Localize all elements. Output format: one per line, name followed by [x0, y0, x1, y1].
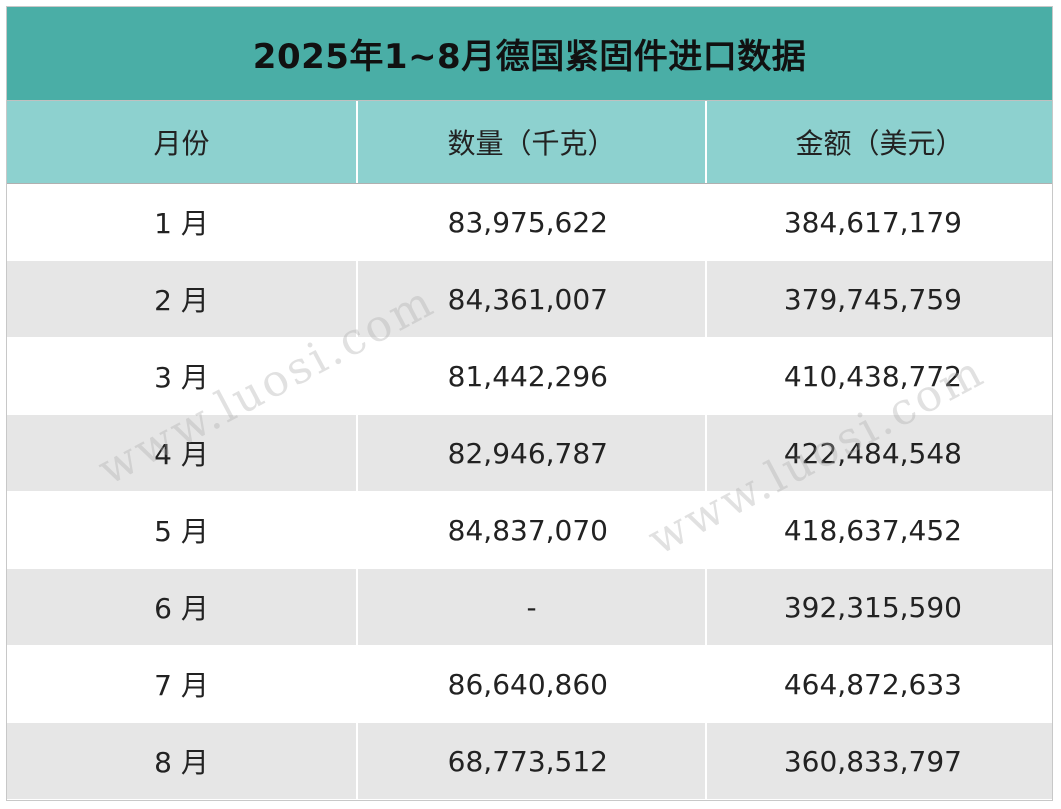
- table-row: 2 月 84,361,007 379,745,759: [7, 261, 1052, 338]
- table-row: 3 月 81,442,296 410,438,772: [7, 338, 1052, 415]
- month-cell: 5 月: [154, 515, 209, 548]
- month-cell: 3 月: [154, 361, 209, 394]
- table-title: 2025年1~8月德国紧固件进口数据: [252, 37, 807, 77]
- table-row: 5 月 84,837,070 418,637,452: [7, 492, 1052, 569]
- month-cell: 4 月: [154, 438, 209, 471]
- month-cell: 6 月: [154, 592, 209, 625]
- import-data-table: 2025年1~8月德国紧固件进口数据 月份 数量（千克） 金额（美元） 1 月 …: [6, 6, 1053, 801]
- quantity-cell: 82,946,787: [356, 415, 705, 491]
- quantity-cell: 84,361,007: [356, 261, 705, 337]
- month-cell: 1 月: [154, 207, 209, 240]
- amount-cell: 410,438,772: [705, 338, 1052, 414]
- amount-cell: 384,617,179: [705, 184, 1052, 260]
- quantity-cell: -: [356, 569, 705, 645]
- header-quantity: 数量（千克）: [356, 101, 705, 183]
- amount-cell: 418,637,452: [705, 492, 1052, 568]
- amount-cell: 464,872,633: [705, 646, 1052, 722]
- amount-cell: 422,484,548: [705, 415, 1052, 491]
- table-row: 8 月 68,773,512 360,833,797: [7, 723, 1052, 800]
- table-row: 6 月 - 392,315,590: [7, 569, 1052, 646]
- month-cell: 8 月: [154, 746, 209, 779]
- table-row: 1 月 83,975,622 384,617,179: [7, 184, 1052, 261]
- table-row: 4 月 82,946,787 422,484,548: [7, 415, 1052, 492]
- table-title-bar: 2025年1~8月德国紧固件进口数据: [7, 7, 1052, 101]
- amount-cell: 360,833,797: [705, 723, 1052, 799]
- table-row: 7 月 86,640,860 464,872,633: [7, 646, 1052, 723]
- quantity-cell: 68,773,512: [356, 723, 705, 799]
- month-cell: 7 月: [154, 669, 209, 702]
- header-row: 月份 数量（千克） 金额（美元）: [7, 101, 1052, 184]
- quantity-cell: 83,975,622: [356, 184, 705, 260]
- amount-cell: 392,315,590: [705, 569, 1052, 645]
- quantity-cell: 86,640,860: [356, 646, 705, 722]
- month-cell: 2 月: [154, 284, 209, 317]
- header-month: 月份: [153, 127, 210, 160]
- amount-cell: 379,745,759: [705, 261, 1052, 337]
- quantity-cell: 81,442,296: [356, 338, 705, 414]
- header-amount: 金额（美元）: [705, 101, 1052, 183]
- quantity-cell: 84,837,070: [356, 492, 705, 568]
